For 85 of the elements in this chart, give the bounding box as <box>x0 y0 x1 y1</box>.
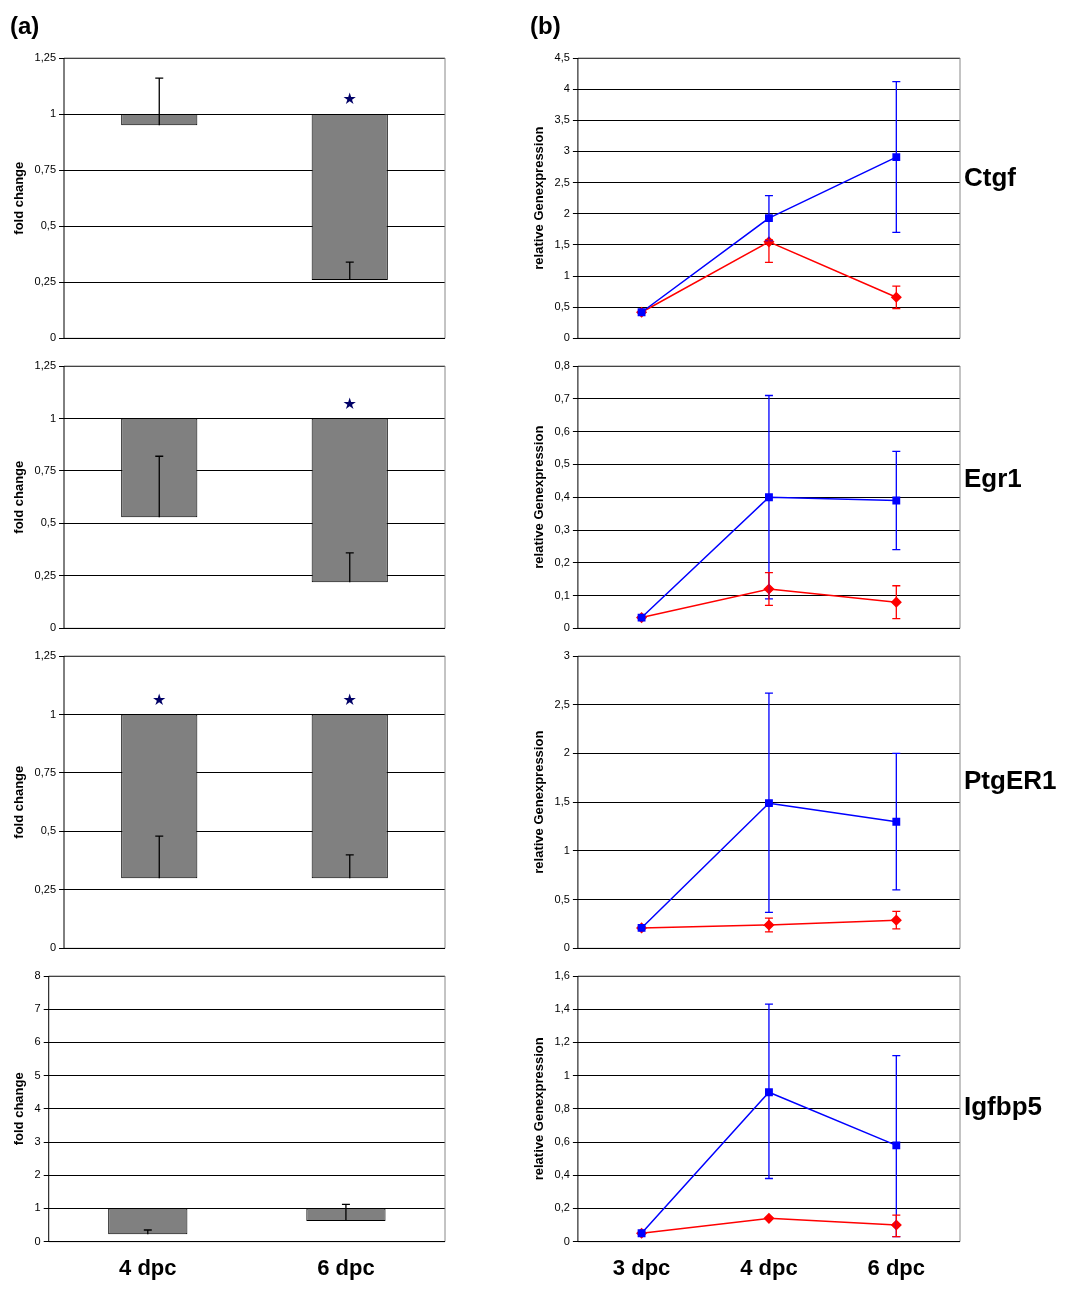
y-tick-label: 1 <box>49 707 57 720</box>
y-tick-label: 1,5 <box>554 795 570 808</box>
y-tick-label: 2 <box>563 206 570 219</box>
y-tick-label: 2 <box>563 746 570 759</box>
y-tick-label: 1,25 <box>34 51 57 64</box>
y-tick-label: 4 <box>34 1101 41 1114</box>
y-axis-title: relative Genexpression <box>531 730 547 874</box>
y-tick-label: 8 <box>34 969 41 982</box>
y-axis-title: fold change <box>11 765 27 839</box>
y-axis-title: relative Genexpression <box>531 1037 547 1181</box>
y-tick-label: 0 <box>563 621 570 634</box>
y-tick-label: 0 <box>563 331 570 344</box>
y-tick-label: 5 <box>34 1068 41 1081</box>
text: (a) <box>10 12 40 40</box>
y-axis-title: fold change <box>11 1072 27 1146</box>
x-tick-label: 4 dpc <box>740 1254 798 1280</box>
y-axis-title: fold change <box>11 161 27 235</box>
y-tick-label: 0,2 <box>554 1201 570 1214</box>
y-tick-label: 1,2 <box>554 1035 570 1048</box>
y-tick-label: 1,25 <box>34 649 57 662</box>
y-tick-label: 0,75 <box>34 163 57 176</box>
y-tick-label: 0,5 <box>554 892 570 905</box>
text: Igfbp5 <box>964 1091 1042 1123</box>
y-tick-label: 3,5 <box>554 113 570 126</box>
y-tick-label: 0,6 <box>554 1135 570 1148</box>
y-tick-label: 0,25 <box>34 568 57 581</box>
x-tick-label: 3 dpc <box>612 1254 671 1280</box>
annotation: ★ <box>152 689 167 709</box>
annotation: ★ <box>342 689 357 709</box>
y-tick-label: 0,1 <box>554 588 570 601</box>
y-tick-label: 4,5 <box>554 51 570 64</box>
x-tick-label: 6 dpc <box>317 1254 375 1280</box>
y-tick-label: 0 <box>34 1234 41 1247</box>
y-tick-label: 0,5 <box>40 219 57 232</box>
text: Egr1 <box>964 463 1022 495</box>
text: PtgER1 <box>964 764 1057 796</box>
annotation: ★ <box>342 89 357 109</box>
y-tick-label: 2,5 <box>554 697 570 710</box>
y-tick-label: 3 <box>563 649 570 662</box>
y-tick-label: 0,2 <box>554 555 570 568</box>
y-axis-title: relative Genexpression <box>531 425 547 569</box>
y-tick-label: 0,6 <box>554 424 570 437</box>
y-tick-label: 0,8 <box>554 359 570 372</box>
y-tick-label: 0,25 <box>34 882 57 895</box>
y-tick-label: 1,5 <box>554 237 570 250</box>
y-tick-label: 0,75 <box>34 463 57 476</box>
y-tick-label: 1 <box>34 1201 41 1214</box>
y-tick-label: 0,75 <box>34 765 57 778</box>
y-tick-label: 0,5 <box>554 300 570 313</box>
x-tick-label: 6 dpc <box>867 1254 926 1280</box>
y-tick-label: 0 <box>49 621 57 634</box>
y-tick-label: 2 <box>34 1168 41 1181</box>
y-tick-label: 1,25 <box>34 359 57 372</box>
y-tick-label: 1 <box>49 411 57 424</box>
text: Ctgf <box>964 162 1016 193</box>
y-tick-label: 1 <box>563 1068 570 1081</box>
y-tick-label: 1,4 <box>554 1002 570 1015</box>
y-tick-label: 0 <box>563 941 570 954</box>
y-tick-label: 2,5 <box>554 175 570 188</box>
x-tick-label: 4 dpc <box>119 1254 177 1280</box>
y-tick-label: 6 <box>34 1035 41 1048</box>
y-axis-title: fold change <box>11 460 27 534</box>
y-tick-label: 0,4 <box>554 1168 570 1181</box>
y-tick-label: 0,3 <box>554 523 570 536</box>
y-tick-label: 3 <box>563 144 570 157</box>
y-tick-label: 1 <box>563 843 570 856</box>
y-tick-label: 0 <box>49 331 57 344</box>
y-tick-label: 0,25 <box>34 275 57 288</box>
y-tick-label: 4 <box>563 82 570 95</box>
y-tick-label: 1 <box>563 269 570 282</box>
annotation: ★ <box>342 393 357 413</box>
y-axis-title: relative Genexpression <box>531 126 547 270</box>
y-tick-label: 0,4 <box>554 490 570 503</box>
y-tick-label: 0,7 <box>554 391 570 404</box>
y-tick-label: 3 <box>34 1135 41 1148</box>
y-tick-label: 0,8 <box>554 1101 570 1114</box>
y-tick-label: 1 <box>49 107 57 120</box>
y-tick-label: 0,5 <box>554 457 570 470</box>
y-tick-label: 0 <box>563 1234 570 1247</box>
text: (b) <box>530 12 561 40</box>
y-tick-label: 1,6 <box>554 969 570 982</box>
y-tick-label: 0,5 <box>40 824 57 837</box>
y-tick-label: 0 <box>49 941 57 954</box>
y-tick-label: 0,5 <box>40 516 57 529</box>
y-tick-label: 7 <box>34 1002 41 1015</box>
